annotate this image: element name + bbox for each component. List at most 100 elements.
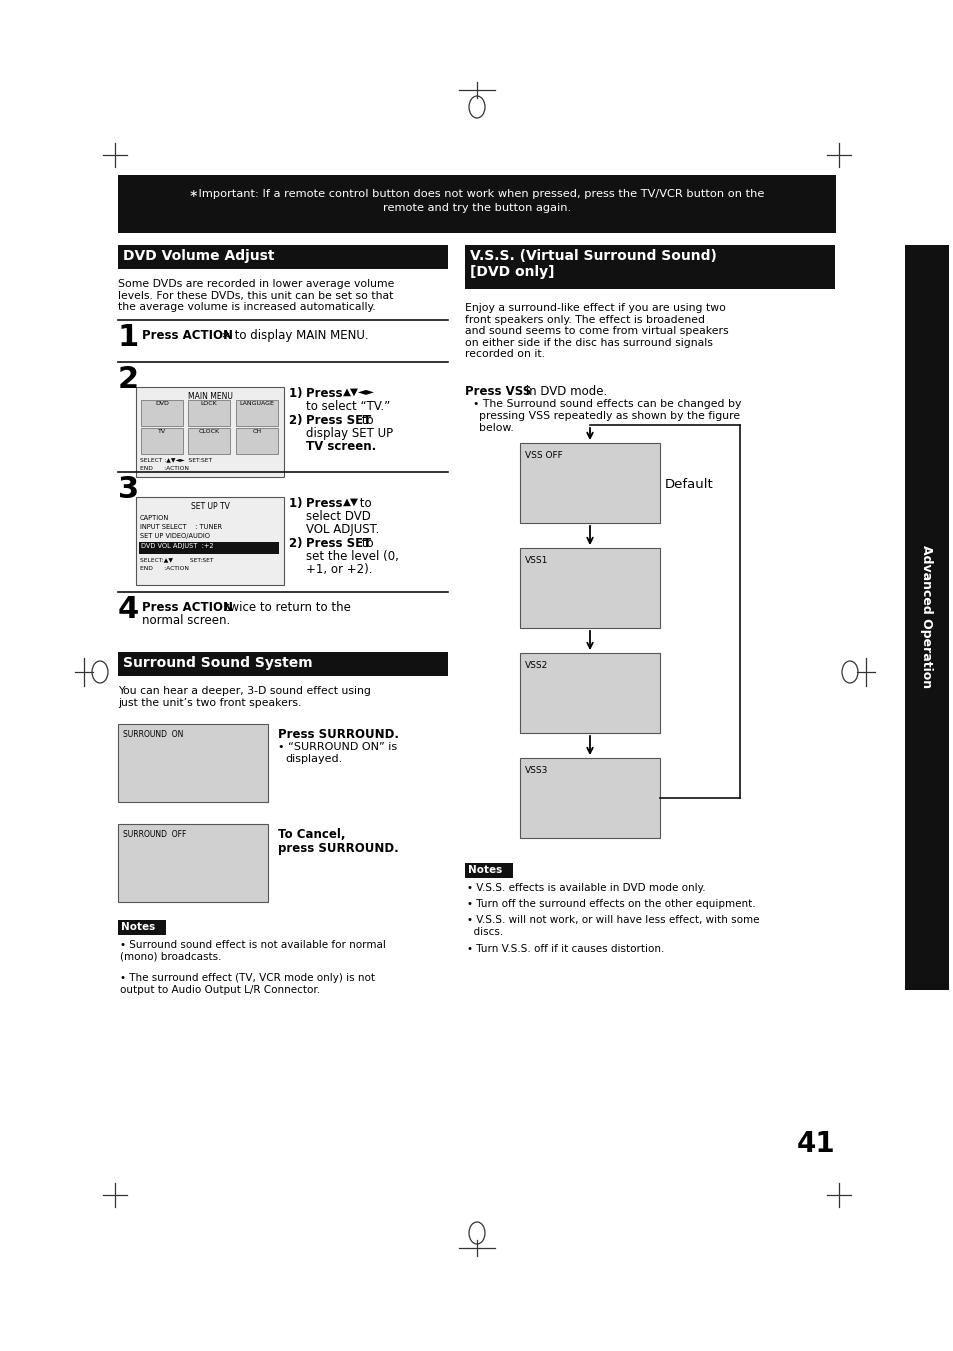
- Text: to: to: [357, 536, 374, 550]
- Text: INPUT SELECT    : TUNER: INPUT SELECT : TUNER: [140, 524, 222, 530]
- Text: END      :ACTION: END :ACTION: [140, 566, 189, 571]
- Text: DVD: DVD: [155, 401, 169, 407]
- Text: VSS3: VSS3: [524, 766, 548, 775]
- Text: [DVD only]: [DVD only]: [470, 265, 554, 280]
- Text: LANGUAGE: LANGUAGE: [239, 401, 274, 407]
- Text: Press: Press: [306, 497, 346, 509]
- Bar: [904, 245, 948, 990]
- Text: VSS OFF: VSS OFF: [524, 451, 562, 459]
- Bar: [188, 428, 230, 454]
- Text: VSS1: VSS1: [524, 557, 548, 565]
- Text: Press SET: Press SET: [306, 536, 371, 550]
- Bar: [118, 724, 268, 802]
- Text: 41: 41: [796, 1129, 834, 1158]
- Text: TV screen.: TV screen.: [306, 440, 375, 453]
- Text: display SET UP: display SET UP: [306, 427, 393, 440]
- Text: Press ACTION: Press ACTION: [142, 330, 233, 342]
- Bar: [118, 824, 268, 902]
- Text: to: to: [355, 497, 372, 509]
- Text: SET UP VIDEO/AUDIO: SET UP VIDEO/AUDIO: [140, 534, 210, 539]
- Text: Some DVDs are recorded in lower average volume
levels. For these DVDs, this unit: Some DVDs are recorded in lower average …: [118, 280, 394, 312]
- Text: • The surround effect (TV, VCR mode only) is not
output to Audio Output L/R Conn: • The surround effect (TV, VCR mode only…: [120, 973, 375, 994]
- Text: 2): 2): [289, 536, 306, 550]
- Text: Press ACTION: Press ACTION: [142, 601, 233, 613]
- Text: Notes: Notes: [468, 865, 501, 875]
- Bar: [141, 400, 183, 426]
- Text: ▲▼: ▲▼: [343, 497, 358, 507]
- Text: • V.S.S. will not work, or will have less effect, with some
  discs.: • V.S.S. will not work, or will have les…: [467, 915, 759, 936]
- Bar: [464, 245, 834, 289]
- Bar: [235, 400, 277, 426]
- Text: remote and try the button again.: remote and try the button again.: [382, 203, 571, 213]
- Text: to: to: [357, 413, 374, 427]
- Text: CAPTION: CAPTION: [140, 515, 169, 521]
- Bar: [118, 176, 835, 232]
- Text: ∗ to display MAIN MENU.: ∗ to display MAIN MENU.: [221, 330, 368, 342]
- Text: Default: Default: [664, 478, 713, 490]
- Text: DVD Volume Adjust: DVD Volume Adjust: [123, 249, 274, 263]
- Bar: [519, 443, 659, 523]
- Text: to select “TV.”: to select “TV.”: [306, 400, 390, 413]
- Text: TV: TV: [158, 430, 166, 434]
- Text: 2: 2: [118, 365, 139, 394]
- Text: ▲▼◄►: ▲▼◄►: [343, 386, 375, 397]
- Text: Press VSS: Press VSS: [464, 385, 531, 399]
- Bar: [464, 863, 513, 878]
- Bar: [188, 400, 230, 426]
- Bar: [136, 497, 284, 585]
- Bar: [235, 428, 277, 454]
- Text: normal screen.: normal screen.: [142, 613, 230, 627]
- Bar: [139, 542, 278, 554]
- Bar: [136, 386, 284, 477]
- Text: Notes: Notes: [121, 921, 155, 932]
- Text: displayed.: displayed.: [285, 754, 342, 765]
- Text: SURROUND  ON: SURROUND ON: [123, 730, 183, 739]
- Text: set the level (0,: set the level (0,: [306, 550, 398, 563]
- Text: • “SURROUND ON” is: • “SURROUND ON” is: [277, 742, 396, 753]
- Text: press SURROUND.: press SURROUND.: [277, 842, 398, 855]
- Text: 4: 4: [118, 594, 139, 624]
- Text: ∗Important: If a remote control button does not work when pressed, press the TV/: ∗Important: If a remote control button d…: [189, 189, 764, 199]
- Text: 1): 1): [289, 497, 306, 509]
- Text: 1: 1: [118, 323, 139, 353]
- Bar: [519, 758, 659, 838]
- Text: Press SURROUND.: Press SURROUND.: [277, 728, 398, 740]
- Text: 2): 2): [289, 413, 306, 427]
- Text: Press: Press: [306, 386, 346, 400]
- Bar: [141, 428, 183, 454]
- Text: SET UP TV: SET UP TV: [191, 503, 230, 511]
- Bar: [118, 653, 448, 676]
- Text: select DVD: select DVD: [306, 509, 371, 523]
- Text: • Turn off the surround effects on the other equipment.: • Turn off the surround effects on the o…: [467, 898, 755, 909]
- Text: twice to return to the: twice to return to the: [221, 601, 351, 613]
- Bar: [118, 920, 166, 935]
- Text: Surround Sound System: Surround Sound System: [123, 657, 313, 670]
- Text: DVD VOL ADJUST  :+2: DVD VOL ADJUST :+2: [141, 543, 213, 549]
- Text: END      :ACTION: END :ACTION: [140, 466, 189, 471]
- Text: CH: CH: [253, 430, 261, 434]
- Text: pressing VSS repeatedly as shown by the figure: pressing VSS repeatedly as shown by the …: [478, 411, 740, 422]
- Text: SURROUND  OFF: SURROUND OFF: [123, 830, 186, 839]
- Text: VSS2: VSS2: [524, 661, 548, 670]
- Text: Press SET: Press SET: [306, 413, 371, 427]
- Text: LOCK: LOCK: [200, 401, 217, 407]
- Text: You can hear a deeper, 3-D sound effect using
just the unit’s two front speakers: You can hear a deeper, 3-D sound effect …: [118, 686, 371, 708]
- Text: V.S.S. (Virtual Surround Sound): V.S.S. (Virtual Surround Sound): [470, 249, 716, 263]
- Text: To Cancel,: To Cancel,: [277, 828, 345, 842]
- Text: in DVD mode.: in DVD mode.: [521, 385, 607, 399]
- Text: • Turn V.S.S. off if it causes distortion.: • Turn V.S.S. off if it causes distortio…: [467, 944, 663, 954]
- Bar: [519, 653, 659, 734]
- Text: MAIN MENU: MAIN MENU: [188, 392, 233, 401]
- Text: SELECT:▲▼         SET:SET: SELECT:▲▼ SET:SET: [140, 557, 213, 562]
- Text: • Surround sound effect is not available for normal
(mono) broadcasts.: • Surround sound effect is not available…: [120, 940, 385, 962]
- Bar: [118, 245, 448, 269]
- Text: Advanced Operation: Advanced Operation: [920, 546, 933, 689]
- Text: • The Surround sound effects can be changed by: • The Surround sound effects can be chan…: [473, 399, 740, 409]
- Text: 1): 1): [289, 386, 306, 400]
- Text: Enjoy a surround-like effect if you are using two
front speakers only. The effec: Enjoy a surround-like effect if you are …: [464, 303, 728, 359]
- Text: SELECT :▲▼◄►  SET:SET: SELECT :▲▼◄► SET:SET: [140, 457, 212, 462]
- Text: CLOCK: CLOCK: [198, 430, 219, 434]
- Bar: [519, 549, 659, 628]
- Text: below.: below.: [478, 423, 514, 434]
- Text: 3: 3: [118, 476, 139, 504]
